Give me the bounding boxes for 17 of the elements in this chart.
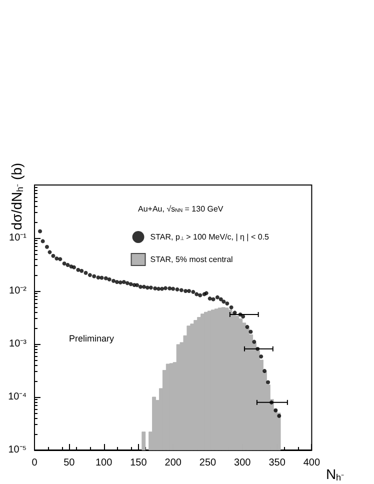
x-tick-label: 400 <box>303 458 320 468</box>
legend-label: STAR, 5% most central <box>150 255 234 264</box>
annotation: Preliminary <box>69 334 115 344</box>
y-tick-label: 10⁻⁵ <box>8 444 26 456</box>
y-tick-label: 10⁻⁴ <box>8 392 26 402</box>
x-tick-label: 50 <box>64 458 76 468</box>
x-tick-label: 250 <box>199 458 217 468</box>
y-tick-label: 10⁻² <box>9 286 28 296</box>
x-tick-label: 350 <box>268 458 286 468</box>
y-tick-label: 10⁻³ <box>9 338 28 350</box>
x-tick-label: 300 <box>234 458 252 468</box>
x-tick-label: 150 <box>130 458 148 468</box>
x-tick-label: 200 <box>164 458 182 468</box>
y-tick-label: 10⁻¹ <box>9 232 28 244</box>
y-axis-title: dσ/dNh⁻ (b) <box>8 162 25 230</box>
x-tick-label: 0 <box>32 458 38 468</box>
x-tick-label: 100 <box>95 458 113 468</box>
